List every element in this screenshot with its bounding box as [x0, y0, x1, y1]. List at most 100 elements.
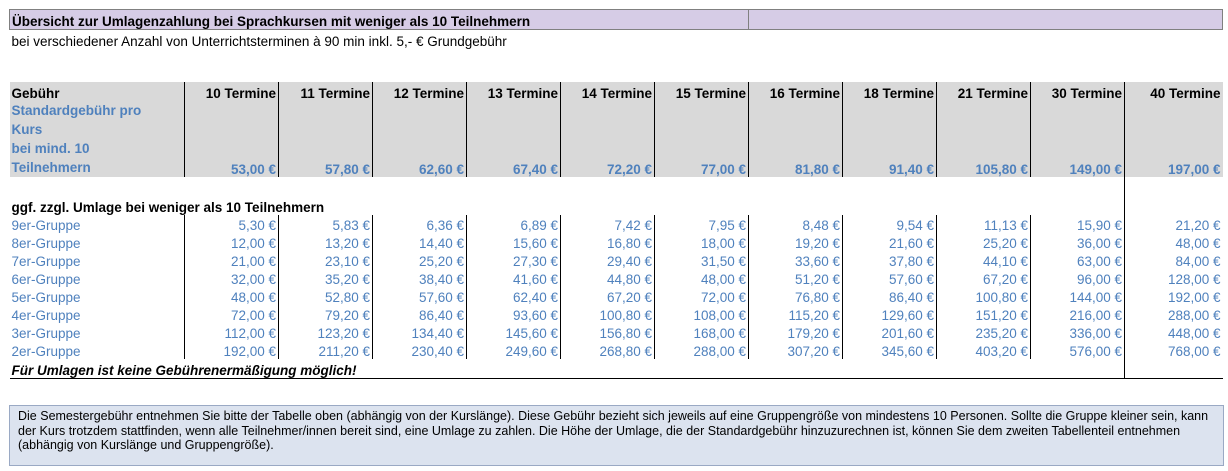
column-header: 10 Termine [184, 82, 279, 101]
surcharge-value: 23,10 € [278, 251, 373, 269]
standard-fee-value: 77,00 € [654, 101, 749, 177]
surcharge-value: 15,90 € [1030, 215, 1125, 233]
surcharge-value: 57,60 € [842, 269, 937, 287]
standard-fee-value: 62,60 € [372, 101, 467, 177]
surcharge-value: 14,40 € [372, 233, 467, 251]
surcharge-value: 144,00 € [1030, 287, 1125, 305]
surcharge-value: 72,00 € [184, 305, 279, 323]
column-header: 18 Termine [842, 82, 937, 101]
surcharge-row: 3er-Gruppe 112,00 €123,20 €134,40 €145,60… [10, 323, 1223, 341]
surcharge-value: 6,36 € [372, 215, 467, 233]
standard-fee-value: 57,80 € [278, 101, 373, 177]
title-row: Übersicht zur Umlagenzahlung bei Sprachk… [9, 9, 1223, 30]
surcharge-value: 7,95 € [654, 215, 749, 233]
fee-sheet: Übersicht zur Umlagenzahlung bei Sprachk… [9, 9, 1223, 379]
surcharge-value: 31,50 € [654, 251, 749, 269]
surcharge-heading: ggf. zzgl. Umlage bei weniger als 10 Tei… [11, 200, 325, 215]
surcharge-value: 128,00 € [1124, 269, 1223, 287]
surcharge-value: 44,10 € [936, 251, 1031, 269]
standard-fee-value: 105,80 € [936, 101, 1031, 177]
standard-fee-row: Standardgebühr pro Kurs bei mind. 10 Teilne… [9, 101, 1223, 177]
surcharge-value: 123,20 € [278, 323, 373, 341]
surcharge-row: 6er-Gruppe 32,00 €35,20 €38,40 €41,60 €44… [10, 269, 1223, 287]
spacer-row [10, 49, 1223, 82]
surcharge-row: 5er-Gruppe 48,00 €52,80 €57,60 €62,40 €67… [10, 287, 1223, 305]
column-header: 40 Termine [1124, 82, 1223, 101]
surcharge-value: 13,20 € [278, 233, 373, 251]
surcharge-value: 235,20 € [936, 323, 1031, 341]
surcharge-value: 145,60 € [466, 323, 561, 341]
surcharge-value: 179,20 € [748, 323, 843, 341]
surcharge-row: 4er-Gruppe 72,00 €79,20 €86,40 €93,60 €10… [10, 305, 1223, 323]
surcharge-value: 67,20 € [936, 269, 1031, 287]
info-box: Die Semestergebühr entnehmen Sie bitte d… [9, 405, 1224, 466]
subtitle-row: bei verschiedener Anzahl von Unterrichts… [10, 30, 1223, 49]
surcharge-value: 72,00 € [654, 287, 749, 305]
surcharge-value: 115,20 € [748, 305, 843, 323]
surcharge-value: 9,54 € [842, 215, 937, 233]
group-size-label: 7er-Gruppe [11, 254, 81, 269]
surcharge-value: 151,20 € [936, 305, 1031, 323]
fee-column-header: Gebühr [9, 82, 185, 101]
surcharge-value: 35,20 € [278, 269, 373, 287]
surcharge-value: 21,60 € [842, 233, 937, 251]
group-size-label: 6er-Gruppe [11, 272, 81, 287]
surcharge-value: 76,80 € [748, 287, 843, 305]
surcharge-value: 27,30 € [466, 251, 561, 269]
column-header: 30 Termine [1030, 82, 1125, 101]
surcharge-value: 100,80 € [936, 287, 1031, 305]
surcharge-value: 129,60 € [842, 305, 937, 323]
column-header: 12 Termine [372, 82, 467, 101]
standard-fee-label-line: bei mind. 10 [11, 141, 90, 156]
surcharge-value: 11,13 € [936, 215, 1031, 233]
surcharge-value: 5,30 € [184, 215, 279, 233]
surcharge-value: 41,60 € [466, 269, 561, 287]
gap-row [10, 177, 1223, 196]
group-size-label: 4er-Gruppe [11, 308, 81, 323]
surcharge-value: 108,00 € [654, 305, 749, 323]
surcharge-value: 345,60 € [842, 341, 937, 359]
standard-fee-value: 197,00 € [1124, 101, 1223, 177]
surcharge-value: 86,40 € [372, 305, 467, 323]
surcharge-value: 336,00 € [1030, 323, 1125, 341]
surcharge-value: 201,60 € [842, 323, 937, 341]
fee-table: Übersicht zur Umlagenzahlung bei Sprachk… [9, 9, 1223, 379]
surcharge-value: 84,00 € [1124, 251, 1223, 269]
surcharge-value: 21,00 € [184, 251, 279, 269]
surcharge-value: 48,00 € [184, 287, 279, 305]
surcharge-value: 249,60 € [466, 341, 561, 359]
surcharge-value: 38,40 € [372, 269, 467, 287]
surcharge-row: 7er-Gruppe 21,00 €23,10 €25,20 €27,30 €29… [10, 251, 1223, 269]
surcharge-value: 268,80 € [560, 341, 655, 359]
table-subtitle: bei verschiedener Anzahl von Unterrichts… [11, 34, 507, 49]
title-extension [748, 9, 1223, 30]
surcharge-value: 37,80 € [842, 251, 937, 269]
column-header: 13 Termine [466, 82, 561, 101]
surcharge-value: 192,00 € [184, 341, 279, 359]
surcharge-value: 48,00 € [1124, 233, 1223, 251]
surcharge-value: 288,00 € [1124, 305, 1223, 323]
surcharge-value: 63,00 € [1030, 251, 1125, 269]
surcharge-value: 62,40 € [466, 287, 561, 305]
group-size-label: 8er-Gruppe [11, 236, 81, 251]
note-row: Für Umlagen ist keine Gebührenermäßigung… [9, 359, 1223, 379]
surcharge-value: 576,00 € [1030, 341, 1125, 359]
standard-fee-label-line: Teilnehmern [11, 160, 91, 175]
column-header: 21 Termine [936, 82, 1031, 101]
standard-fee-value: 72,20 € [560, 101, 655, 177]
surcharge-value: 16,80 € [560, 233, 655, 251]
surcharge-value: 51,20 € [748, 269, 843, 287]
surcharge-value: 5,83 € [278, 215, 373, 233]
surcharge-value: 112,00 € [184, 323, 279, 341]
standard-fee-value: 91,40 € [842, 101, 937, 177]
surcharge-value: 168,00 € [654, 323, 749, 341]
surcharge-value: 216,00 € [1030, 305, 1125, 323]
surcharge-note: Für Umlagen ist keine Gebührenermäßigung… [9, 359, 1125, 379]
standard-fee-label: Standardgebühr pro Kurs bei mind. 10 Teilne… [9, 101, 185, 177]
surcharge-value: 403,20 € [936, 341, 1031, 359]
group-size-label: 5er-Gruppe [11, 290, 81, 305]
surcharge-value: 57,60 € [372, 287, 467, 305]
standard-fee-label-line: Kurs [11, 122, 43, 137]
header-row: Gebühr 10 Termine 11 Termine 12 Termine 13 … [9, 82, 1223, 101]
surcharge-value: 96,00 € [1030, 269, 1125, 287]
